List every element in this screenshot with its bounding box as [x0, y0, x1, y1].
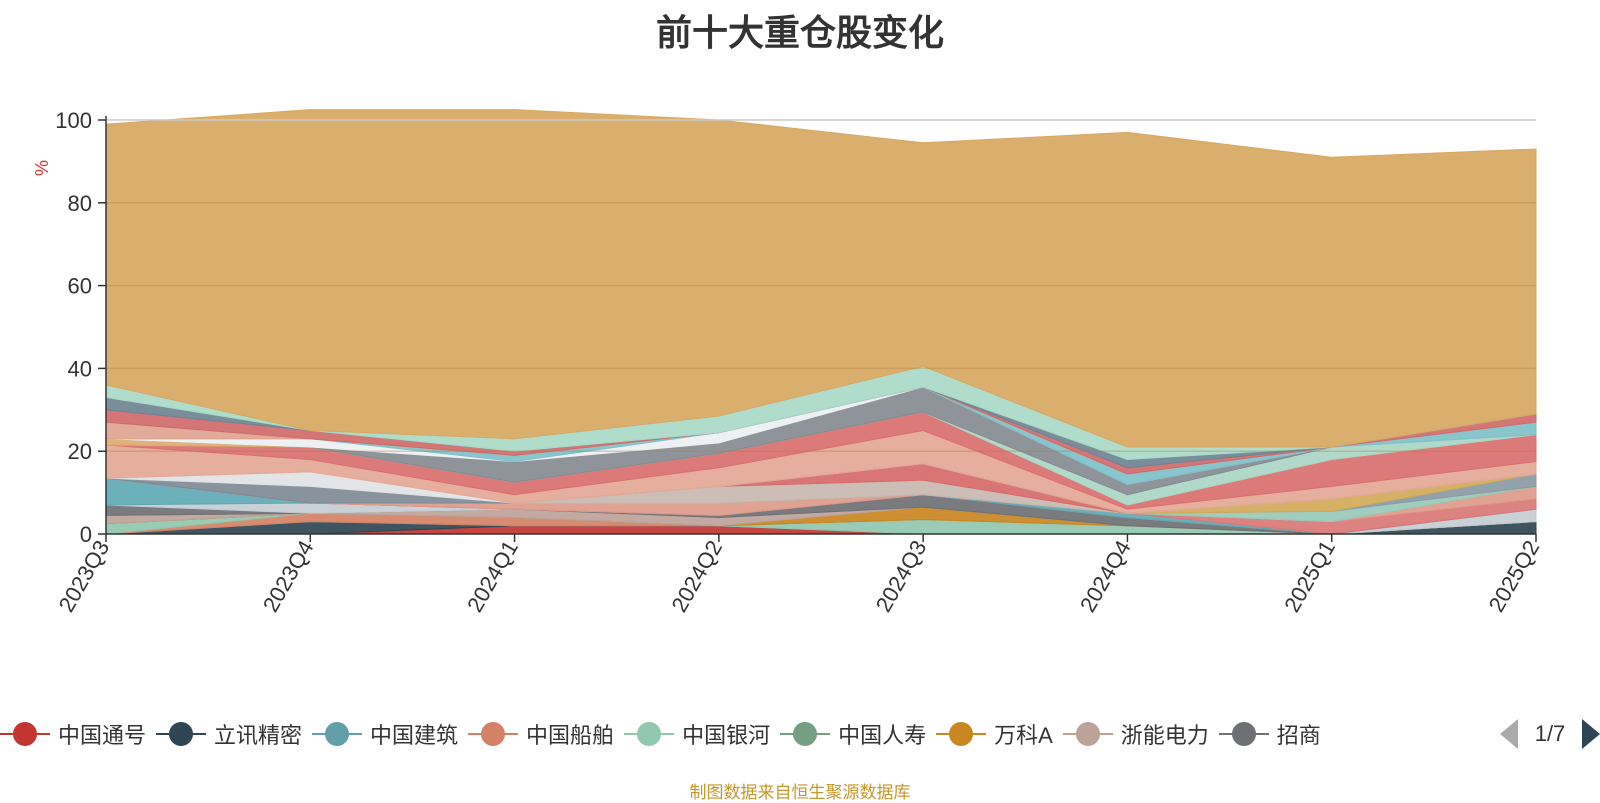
legend: 中国通号 立讯精密 中国建筑 中国船舶 中国银河 中国人寿 万科A 浙能电力 招商 — [0, 714, 1480, 754]
legend-marker-icon — [1062, 722, 1113, 746]
area-series-32 — [105, 109, 1537, 448]
legend-label: 中国通号 — [58, 723, 147, 748]
x-tick-label: 2023Q4 — [258, 536, 319, 616]
legend-marker-icon — [0, 722, 50, 746]
y-tick-label: 100 — [55, 108, 92, 133]
x-tick-label: 2025Q2 — [1484, 536, 1545, 616]
legend-pager: 1/7 — [1500, 718, 1600, 750]
chart-title: 前十大重仓股变化 — [655, 12, 944, 53]
legend-label: 招商 — [1276, 723, 1321, 748]
legend-prev-arrow-icon[interactable] — [1500, 719, 1518, 749]
legend-marker-icon — [624, 722, 675, 746]
area-series-group — [105, 109, 1537, 535]
legend-item[interactable]: 中国人寿 — [780, 718, 926, 750]
legend-marker-icon — [780, 722, 831, 746]
x-tick-label: 2024Q3 — [871, 536, 932, 616]
y-tick-label: 80 — [68, 191, 92, 216]
legend-item[interactable]: 中国船舶 — [468, 718, 614, 750]
legend-marker-icon — [156, 722, 207, 746]
axes — [105, 116, 1536, 535]
x-tick-label: 2024Q1 — [462, 536, 523, 616]
x-tick-labels: 2023Q3 2023Q4 2024Q1 2024Q2 2024Q3 2024Q4 2025… — [54, 534, 1545, 616]
legend-label: 万科A — [994, 723, 1053, 748]
legend-label: 浙能电力 — [1120, 723, 1209, 748]
data-source-note: 制图数据来自恒生聚源数据库 — [689, 783, 911, 802]
legend-item[interactable]: 招商 — [1218, 718, 1321, 750]
y-tick-labels: 0 20 40 60 80 100 — [55, 108, 106, 547]
legend-item[interactable]: 浙能电力 — [1062, 718, 1209, 750]
legend-marker-icon — [312, 722, 363, 746]
x-tick-label: 2024Q2 — [666, 536, 727, 616]
legend-label: 中国建筑 — [370, 723, 459, 748]
legend-label: 中国船舶 — [526, 723, 615, 748]
y-tick-label: 60 — [68, 274, 92, 299]
x-tick-label: 2023Q3 — [54, 536, 115, 616]
legend-item[interactable]: 中国通号 — [0, 718, 146, 750]
legend-item[interactable]: 万科A — [936, 718, 1053, 750]
legend-label: 立讯精密 — [214, 723, 303, 748]
legend-item[interactable]: 立讯精密 — [156, 718, 302, 750]
x-tick-label: 2025Q1 — [1279, 536, 1340, 616]
legend-item[interactable]: 中国银河 — [624, 718, 770, 750]
legend-next-arrow-icon[interactable] — [1582, 719, 1600, 749]
legend-marker-icon — [1218, 722, 1269, 746]
legend-marker-icon — [468, 722, 519, 746]
legend-label: 中国人寿 — [838, 723, 927, 748]
x-tick-label: 2024Q4 — [1075, 536, 1136, 616]
y-tick-label: 20 — [68, 439, 92, 464]
legend-item[interactable]: 中国建筑 — [312, 718, 458, 750]
legend-page-indicator: 1/7 — [1534, 721, 1566, 746]
y-tick-label: 0 — [80, 522, 92, 547]
y-tick-label: 40 — [68, 356, 92, 381]
legend-marker-icon — [936, 722, 987, 746]
grid-lines — [106, 119, 1536, 452]
legend-label: 中国银河 — [682, 723, 771, 748]
y-axis-unit: % — [32, 160, 52, 176]
